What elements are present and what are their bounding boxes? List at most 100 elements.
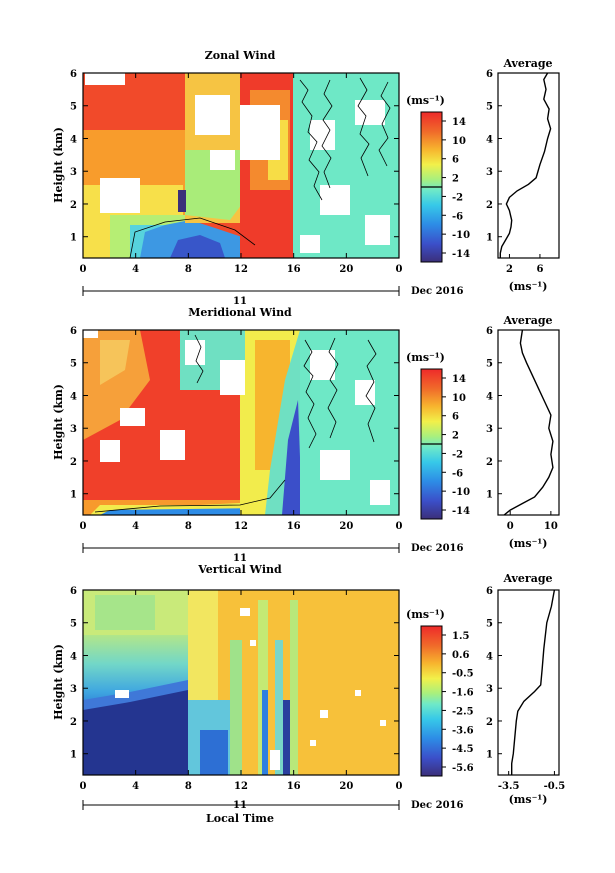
- meridional-xticks: 0 4 8 12 16 20 0: [80, 330, 403, 532]
- vertical-profile-xtick-label: -3.5: [498, 781, 520, 792]
- zonal-ylabel: Height (km): [52, 127, 65, 203]
- vertical-xtick-label: 12: [234, 781, 248, 792]
- zonal-profile-title: Average: [502, 57, 552, 70]
- meridional-profile-xtick-label: 0: [507, 521, 514, 532]
- vertical-xlabel: Local Time: [206, 812, 274, 825]
- vertical-date-label: Dec 2016: [411, 800, 463, 811]
- zonal-profile-ytick-label: 6: [486, 69, 493, 80]
- vertical-profile-xticks: -3.5 -0.5: [498, 771, 565, 792]
- zonal-title: Zonal Wind: [205, 49, 276, 62]
- zonal-xtick-label: 0: [396, 264, 403, 275]
- zonal-profile-ytick-label: 5: [486, 102, 493, 113]
- vertical-heatmap: [83, 590, 399, 775]
- zonal-cbar-label: -14: [452, 249, 470, 260]
- vertical-cbar-label: -0.5: [452, 669, 474, 680]
- vertical-profile-ytick-label: 5: [486, 619, 493, 630]
- vertical-profile-xlabel: (ms⁻¹): [509, 793, 548, 806]
- meridional-xtick-label: 4: [132, 521, 139, 532]
- meridional-xtick-label: 8: [185, 521, 192, 532]
- zonal-xtick-label: 4: [132, 264, 139, 275]
- vertical-xtick-label: 0: [396, 781, 403, 792]
- zonal-profile-xlabel: (ms⁻¹): [509, 280, 548, 293]
- meridional-xtick-label: 0: [80, 521, 87, 532]
- meridional-profile-ytick-label: 6: [486, 326, 493, 337]
- meridional-cbar-label: -2: [452, 449, 463, 460]
- zonal-profile-ytick-label: 2: [486, 200, 493, 211]
- meridional-xtick-label: 20: [339, 521, 353, 532]
- zonal-profile-line: [499, 72, 552, 258]
- zonal-xtick-label: 0: [80, 264, 87, 275]
- vertical-ytick-label: 6: [70, 586, 77, 597]
- meridional-cbar-label: -14: [452, 506, 470, 517]
- vertical-profile-ytick-label: 3: [486, 684, 493, 695]
- meridional-ytick-label: 4: [70, 391, 77, 402]
- zonal-wind-panel: Zonal Wind: [52, 49, 560, 307]
- zonal-heatmap: [83, 73, 399, 259]
- vertical-profile-title: Average: [502, 572, 552, 585]
- vertical-ytick-label: 1: [70, 750, 77, 761]
- zonal-cbar-label: 6: [452, 155, 459, 166]
- vertical-xtick-label: 20: [339, 781, 353, 792]
- zonal-ytick-label: 3: [70, 167, 77, 178]
- zonal-xtick-label: 16: [287, 264, 301, 275]
- meridional-day-label: 11: [233, 553, 247, 564]
- zonal-xtick-label: 20: [339, 264, 353, 275]
- vertical-ylabel: Height (km): [52, 644, 65, 720]
- meridional-cbar-label: 10: [452, 393, 466, 404]
- vertical-xtick-label: 16: [287, 781, 301, 792]
- vertical-colorbar: [420, 625, 443, 777]
- meridional-profile-yticks: 1 2 3 4 5 6: [486, 326, 502, 501]
- zonal-profile-ytick-label: 1: [486, 233, 493, 244]
- meridional-profile-ytick-label: 1: [486, 490, 493, 501]
- meridional-profile-xlabel: (ms⁻¹): [509, 537, 548, 550]
- vertical-ytick-label: 4: [70, 651, 77, 662]
- zonal-yticks: 1 2 3 4 5 6: [70, 69, 399, 244]
- vertical-cbar-labels: 1.5 0.6 -0.5 -1.6 -2.5 -3.6 -4.5 -5.6: [442, 631, 474, 774]
- meridional-cbar-label: -6: [452, 468, 463, 479]
- vertical-xtick-label: 4: [132, 781, 139, 792]
- vertical-cbar-label: -5.6: [452, 763, 474, 774]
- meridional-profile-xtick-label: 10: [544, 521, 558, 532]
- vertical-cbar-label: 1.5: [452, 631, 469, 642]
- vertical-cbar-label: -1.6: [452, 688, 474, 699]
- vertical-profile-ytick-label: 6: [486, 586, 493, 597]
- zonal-profile-xtick-label: 6: [536, 264, 543, 275]
- meridional-wind-panel: Meridional Wind 1 2 3 4: [52, 306, 560, 564]
- zonal-cbar-label: -6: [452, 211, 463, 222]
- zonal-cbar-labels: 14 10 6 2 -2 -6 -10 -14: [442, 117, 470, 260]
- meridional-yticks: 1 2 3 4 5 6: [70, 326, 399, 501]
- vertical-ytick-label: 3: [70, 684, 77, 695]
- vertical-xticks: 0 4 8 12 16 20 0: [80, 590, 403, 792]
- meridional-xtick-label: 16: [287, 521, 301, 532]
- meridional-profile-title: Average: [502, 314, 552, 327]
- zonal-ytick-label: 1: [70, 233, 77, 244]
- zonal-profile-ytick-label: 3: [486, 167, 493, 178]
- vertical-cbar-label: 0.6: [452, 650, 469, 661]
- meridional-cbar-label: -10: [452, 487, 470, 498]
- zonal-ytick-label: 2: [70, 200, 77, 211]
- vertical-profile-ytick-label: 4: [486, 651, 493, 662]
- vertical-profile-line: [511, 589, 556, 775]
- meridional-title: Meridional Wind: [188, 306, 292, 319]
- vertical-cbar-unit: (ms⁻¹): [406, 608, 445, 621]
- zonal-cbar-label: 2: [452, 174, 459, 185]
- meridional-cbar-label: 2: [452, 431, 459, 442]
- meridional-ytick-label: 5: [70, 359, 77, 370]
- zonal-cbar-label: -10: [452, 230, 470, 241]
- meridional-ylabel: Height (km): [52, 384, 65, 460]
- zonal-profile-xtick-label: 2: [506, 264, 513, 275]
- meridional-profile-line: [503, 329, 554, 516]
- meridional-profile-xticks: 0 10: [507, 511, 558, 532]
- meridional-cbar-label: 14: [452, 374, 466, 385]
- meridional-profile-ytick-label: 3: [486, 424, 493, 435]
- zonal-cbar-label: -2: [452, 192, 463, 203]
- zonal-xtick-label: 12: [234, 264, 248, 275]
- zonal-ytick-label: 5: [70, 102, 77, 113]
- zonal-cbar-label: 14: [452, 117, 466, 128]
- vertical-ytick-label: 2: [70, 717, 77, 728]
- meridional-xtick-label: 0: [396, 521, 403, 532]
- zonal-ytick-label: 6: [70, 69, 77, 80]
